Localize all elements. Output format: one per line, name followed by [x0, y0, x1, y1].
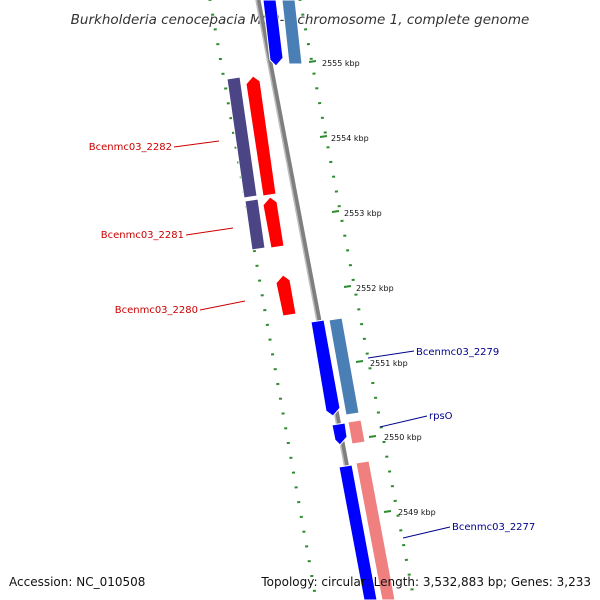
feature-top-reverse-gene[interactable] — [281, 0, 303, 65]
gene-label-bcenmc03-2280[interactable]: Bcenmc03_2280 — [115, 305, 198, 316]
feature-bcenmc03-2277-gene[interactable] — [355, 460, 396, 600]
tick-marks-inner — [208, 0, 316, 592]
tick-label: 2552 kbp — [356, 284, 394, 293]
gene-features — [226, 0, 396, 600]
feature-top-reverse-cds[interactable] — [262, 0, 284, 67]
feature-bcenmc03-2279-cds[interactable] — [310, 319, 341, 417]
tick-label: 2549 kbp — [398, 508, 436, 517]
feature-bcenmc03-2282-cds[interactable] — [245, 75, 277, 197]
feature-bcenmc03-2280-cds[interactable] — [275, 274, 297, 317]
feature-bcenmc03-2277-cds[interactable] — [338, 464, 378, 600]
gene-labels: Bcenmc03_2282 Bcenmc03_2281 Bcenmc03_228… — [89, 142, 536, 533]
feature-bcenmc03-2281-cds[interactable] — [262, 196, 285, 249]
tick-labels: 2555 kbp 2554 kbp 2553 kbp 2552 kbp 2551… — [322, 59, 436, 517]
gene-label-bcenmc03-2277[interactable]: Bcenmc03_2277 — [452, 522, 535, 533]
map-title: Burkholderia cenocepacia MC0-3 chromosom… — [71, 12, 530, 28]
feature-bcenmc03-2281-gene[interactable] — [244, 198, 266, 251]
accession-label: Accession: NC_010508 — [9, 575, 145, 589]
feature-rpso-gene[interactable] — [347, 419, 366, 445]
tick-marks-outer — [298, 0, 414, 591]
tick-label: 2551 kbp — [370, 359, 408, 368]
gene-label-bcenmc03-2282[interactable]: Bcenmc03_2282 — [89, 142, 172, 153]
feature-bcenmc03-2279-gene[interactable] — [328, 317, 360, 416]
gene-label-bcenmc03-2279[interactable]: Bcenmc03_2279 — [416, 347, 499, 358]
topology-summary: Topology: circular; Length: 3,532,883 bp… — [260, 575, 591, 589]
gene-label-rpso[interactable]: rpsO — [429, 411, 453, 422]
gene-label-bcenmc03-2281[interactable]: Bcenmc03_2281 — [101, 230, 184, 241]
major-ticks — [308, 60, 392, 513]
label-leaders — [173, 140, 451, 539]
tick-label: 2554 kbp — [331, 134, 369, 143]
tick-label: 2555 kbp — [322, 59, 360, 68]
feature-rpso-cds[interactable] — [331, 422, 348, 446]
tick-label: 2553 kbp — [344, 209, 382, 218]
feature-bcenmc03-2282-gene[interactable] — [226, 76, 258, 199]
tick-label: 2550 kbp — [384, 433, 422, 442]
